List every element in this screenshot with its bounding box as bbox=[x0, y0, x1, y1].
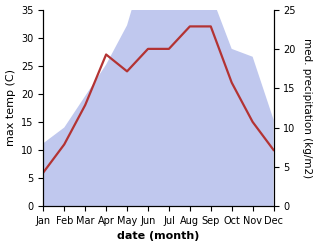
Y-axis label: max temp (C): max temp (C) bbox=[5, 69, 16, 146]
Y-axis label: med. precipitation (kg/m2): med. precipitation (kg/m2) bbox=[302, 38, 313, 178]
X-axis label: date (month): date (month) bbox=[117, 231, 200, 242]
